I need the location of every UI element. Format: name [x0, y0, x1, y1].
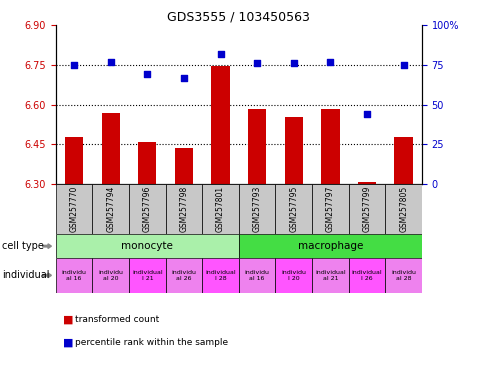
Bar: [275, 258, 312, 293]
Text: individual: individual: [2, 270, 50, 280]
Text: individu
l 20: individu l 20: [281, 270, 306, 281]
Text: individu
al 28: individu al 28: [390, 270, 415, 281]
Bar: [129, 258, 166, 293]
Bar: [101, 113, 120, 184]
Bar: [202, 258, 239, 293]
Text: individual
l 26: individual l 26: [351, 270, 381, 281]
Text: GSM257794: GSM257794: [106, 186, 115, 232]
Text: GSM257798: GSM257798: [179, 186, 188, 232]
Text: cell type: cell type: [2, 241, 44, 251]
Bar: [312, 258, 348, 293]
Bar: [239, 234, 421, 258]
Point: [289, 60, 297, 66]
Text: GSM257793: GSM257793: [252, 186, 261, 232]
Bar: [92, 258, 129, 293]
Point: [399, 62, 407, 68]
Bar: [284, 117, 302, 184]
Text: GSM257799: GSM257799: [362, 186, 371, 232]
Text: GSM257796: GSM257796: [142, 186, 151, 232]
Text: GSM257770: GSM257770: [69, 186, 78, 232]
Text: monocyte: monocyte: [121, 241, 173, 251]
Text: individu
al 16: individu al 16: [244, 270, 269, 281]
Bar: [357, 182, 376, 184]
Point: [216, 51, 224, 57]
Bar: [56, 258, 92, 293]
Point: [253, 60, 260, 66]
Bar: [174, 149, 193, 184]
Text: individu
al 20: individu al 20: [98, 270, 123, 281]
Text: individual
l 21: individual l 21: [132, 270, 162, 281]
Text: GSM257801: GSM257801: [215, 186, 225, 232]
Text: individu
al 16: individu al 16: [61, 270, 87, 281]
Text: individual
al 21: individual al 21: [315, 270, 345, 281]
Bar: [92, 184, 129, 234]
Bar: [129, 184, 166, 234]
Bar: [239, 184, 275, 234]
Text: percentile rank within the sample: percentile rank within the sample: [75, 338, 228, 347]
Point: [326, 58, 333, 65]
Title: GDS3555 / 103450563: GDS3555 / 103450563: [167, 11, 310, 24]
Bar: [247, 109, 266, 184]
Bar: [348, 258, 385, 293]
Bar: [239, 258, 275, 293]
Text: macrophage: macrophage: [297, 241, 363, 251]
Bar: [312, 184, 348, 234]
Text: GSM257795: GSM257795: [288, 186, 298, 232]
Bar: [384, 184, 421, 234]
Text: ■: ■: [63, 314, 74, 324]
Point: [143, 71, 151, 78]
Bar: [275, 184, 312, 234]
Point: [180, 74, 187, 81]
Point: [70, 62, 78, 68]
Bar: [56, 234, 239, 258]
Bar: [384, 258, 421, 293]
Text: GSM257805: GSM257805: [398, 186, 408, 232]
Text: GSM257797: GSM257797: [325, 186, 334, 232]
Bar: [56, 184, 92, 234]
Bar: [166, 258, 202, 293]
Bar: [320, 109, 339, 184]
Bar: [138, 142, 156, 184]
Text: ■: ■: [63, 338, 74, 348]
Text: individu
al 26: individu al 26: [171, 270, 196, 281]
Text: individual
l 28: individual l 28: [205, 270, 235, 281]
Bar: [166, 184, 202, 234]
Bar: [65, 137, 83, 184]
Bar: [393, 137, 412, 184]
Bar: [211, 66, 229, 184]
Point: [363, 111, 370, 117]
Bar: [348, 184, 385, 234]
Point: [106, 58, 114, 65]
Bar: [202, 184, 239, 234]
Text: transformed count: transformed count: [75, 315, 159, 324]
